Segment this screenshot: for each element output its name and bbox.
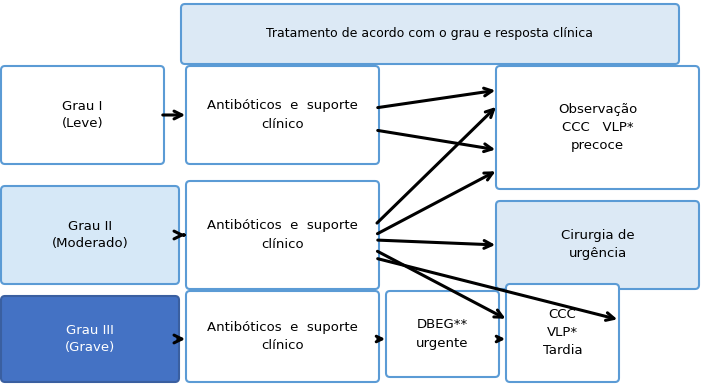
FancyBboxPatch shape [1, 186, 179, 284]
FancyBboxPatch shape [186, 66, 379, 164]
Text: Cirurgia de
urgência: Cirurgia de urgência [561, 230, 635, 260]
FancyBboxPatch shape [496, 66, 699, 189]
FancyBboxPatch shape [386, 291, 499, 377]
Text: Tratamento de acordo com o grau e resposta clínica: Tratamento de acordo com o grau e respos… [267, 28, 593, 40]
FancyBboxPatch shape [1, 66, 164, 164]
Text: Antibóticos  e  suporte
clínico: Antibóticos e suporte clínico [207, 99, 358, 131]
FancyBboxPatch shape [496, 201, 699, 289]
FancyBboxPatch shape [181, 4, 679, 64]
Text: Grau I
(Leve): Grau I (Leve) [62, 99, 104, 131]
Text: Grau II
(Moderado): Grau II (Moderado) [52, 220, 128, 250]
Text: Grau III
(Grave): Grau III (Grave) [65, 323, 115, 354]
Text: Antibóticos  e  suporte
clínico: Antibóticos e suporte clínico [207, 321, 358, 352]
Text: CCC
VLP*
Tardia: CCC VLP* Tardia [542, 308, 582, 358]
Text: Observação
CCC   VLP*
precoce: Observação CCC VLP* precoce [558, 103, 637, 152]
FancyBboxPatch shape [1, 296, 179, 382]
Text: Antibóticos  e  suporte
clínico: Antibóticos e suporte clínico [207, 220, 358, 250]
FancyBboxPatch shape [186, 181, 379, 289]
FancyBboxPatch shape [186, 291, 379, 382]
FancyBboxPatch shape [506, 284, 619, 382]
Text: DBEG**
urgente: DBEG** urgente [416, 318, 469, 349]
